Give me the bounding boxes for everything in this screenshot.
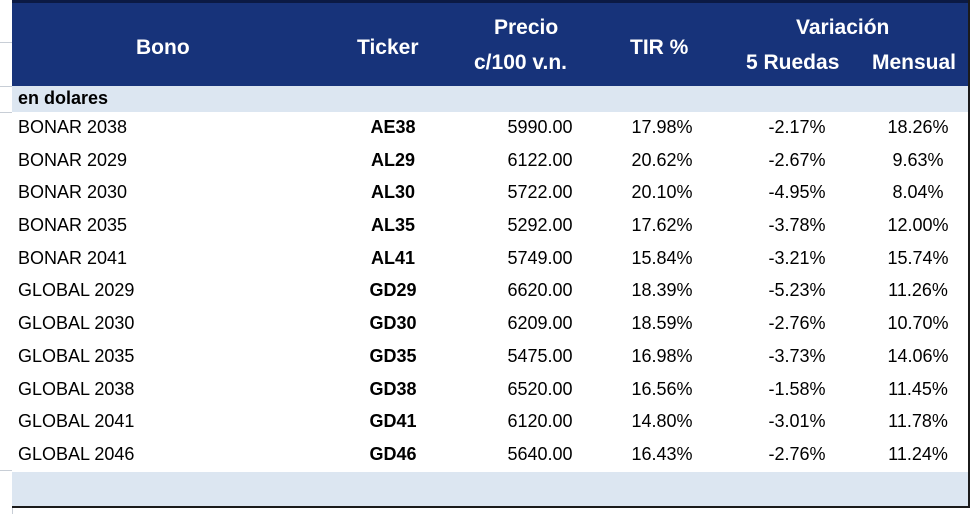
cell-precio: 6122.00: [507, 149, 573, 170]
cell-mensual: 11.26%: [888, 280, 948, 301]
section-band: en dolares: [12, 86, 968, 112]
table-row: BONAR 2030 AL30 5722.00 20.10% -4.95% 8.04%: [12, 177, 968, 211]
cell-tir: 16.43%: [631, 443, 693, 464]
cell-tir: 18.39%: [631, 280, 693, 301]
footer-band: [12, 472, 968, 506]
cell-precio: 5475.00: [507, 345, 573, 366]
header-bono: Bono: [136, 36, 190, 59]
cell-tir: 14.80%: [631, 411, 693, 432]
cell-precio: 6520.00: [507, 378, 573, 399]
cell-precio: 6620.00: [507, 280, 573, 301]
table-row: BONAR 2035 AL35 5292.00 17.62% -3.78% 12.00%: [12, 210, 968, 243]
cell-bono: BONAR 2030: [18, 182, 128, 203]
gutter-tick: [0, 470, 12, 471]
cell-5-ruedas: -1.58%: [768, 378, 826, 399]
cell-tir: 18.59%: [631, 313, 693, 334]
section-label: en dolares: [18, 88, 109, 108]
bond-table: Bono Ticker Precio c/100 v.n. TIR % Vari…: [12, 0, 970, 508]
cell-bono: GLOBAL 2029: [18, 280, 135, 301]
cell-mensual: 8.04%: [892, 182, 944, 203]
cell-5-ruedas: -2.76%: [768, 443, 826, 464]
cell-ticker: GD30: [369, 313, 417, 334]
cell-precio: 6120.00: [507, 411, 573, 432]
cell-mensual: 9.63%: [892, 149, 944, 170]
cell-bono: BONAR 2029: [18, 149, 128, 170]
cell-5-ruedas: -4.95%: [768, 182, 826, 203]
cell-bono: GLOBAL 2038: [18, 378, 135, 399]
cell-tir: 20.62%: [631, 149, 693, 170]
cell-bono: GLOBAL 2041: [18, 411, 135, 432]
cell-ticker: GD35: [369, 345, 417, 366]
cell-ticker: AL30: [370, 182, 415, 203]
table-row: GLOBAL 2030 GD30 6209.00 18.59% -2.76% 10.70%: [12, 308, 968, 341]
header-variacion: Variación: [796, 16, 890, 39]
cell-bono: GLOBAL 2046: [18, 443, 135, 464]
table-body: BONAR 2038 AE38 5990.00 17.98% -2.17% 18.26% B…: [12, 112, 968, 472]
cell-mensual: 11.24%: [888, 443, 948, 464]
cell-precio: 5292.00: [507, 215, 573, 236]
cell-ticker: GD46: [369, 443, 417, 464]
cell-bono: GLOBAL 2030: [18, 313, 135, 334]
gutter-tick: [0, 86, 12, 87]
table-header: Bono Ticker Precio c/100 v.n. TIR % Vari…: [12, 0, 968, 86]
cell-5-ruedas: -2.67%: [768, 149, 826, 170]
table-row: BONAR 2029 AL29 6122.00 20.62% -2.67% 9.63%: [12, 144, 968, 178]
header-5-ruedas: 5 Ruedas: [746, 51, 840, 74]
cell-5-ruedas: -3.78%: [768, 215, 826, 236]
cell-ticker: AL35: [370, 215, 415, 236]
cell-mensual: 10.70%: [887, 313, 949, 334]
table-row: GLOBAL 2038 GD38 6520.00 16.56% -1.58% 11.45%: [12, 373, 968, 407]
cell-5-ruedas: -3.21%: [768, 247, 826, 268]
cell-bono: BONAR 2041: [18, 247, 128, 268]
cell-mensual: 12.00%: [887, 215, 949, 236]
cell-bono: BONAR 2035: [18, 215, 128, 236]
cell-tir: 15.84%: [631, 247, 693, 268]
cell-precio: 5749.00: [507, 247, 573, 268]
cell-bono: BONAR 2038: [18, 117, 128, 137]
header-mensual: Mensual: [872, 51, 957, 74]
cell-bono: GLOBAL 2035: [18, 345, 135, 366]
cell-tir: 17.62%: [631, 215, 693, 236]
cell-ticker: GD29: [369, 280, 417, 301]
cell-ticker: AL41: [370, 247, 415, 268]
cell-mensual: 11.45%: [888, 378, 948, 399]
cell-ticker: AL29: [370, 149, 415, 170]
table-row: GLOBAL 2029 GD29 6620.00 18.39% -5.23% 11.26%: [12, 275, 968, 309]
table-row: BONAR 2041 AL41 5749.00 15.84% -3.21% 15.74%: [12, 242, 968, 276]
cell-mensual: 14.06%: [887, 345, 949, 366]
cell-ticker: GD41: [369, 411, 417, 432]
cell-5-ruedas: -5.23%: [768, 280, 826, 301]
table-row: GLOBAL 2035 GD35 5475.00 16.98% -3.73% 14.06%: [12, 340, 968, 374]
header-ticker: Ticker: [357, 36, 419, 59]
cell-tir: 20.10%: [631, 182, 693, 203]
cell-precio: 5990.00: [507, 117, 573, 137]
header-precio-unit: c/100 v.n.: [474, 51, 568, 74]
gutter-tick: [0, 112, 12, 113]
cell-5-ruedas: -2.17%: [768, 117, 826, 137]
cell-mensual: 11.78%: [888, 411, 948, 432]
cell-ticker: GD38: [369, 378, 417, 399]
cell-tir: 17.98%: [631, 117, 693, 137]
cell-precio: 5640.00: [507, 443, 573, 464]
cell-5-ruedas: -2.76%: [768, 313, 826, 334]
gutter-tick: [0, 42, 12, 43]
cell-5-ruedas: -3.01%: [768, 411, 826, 432]
cell-mensual: 15.74%: [887, 247, 949, 268]
table-row: BONAR 2038 AE38 5990.00 17.98% -2.17% 18.26%: [12, 112, 968, 145]
cell-ticker: AE38: [370, 117, 416, 137]
table-row: GLOBAL 2046 GD46 5640.00 16.43% -2.76% 11.24%: [12, 438, 968, 472]
cell-tir: 16.56%: [631, 378, 693, 399]
cell-precio: 6209.00: [507, 313, 573, 334]
header-tir: TIR %: [630, 36, 689, 59]
header-precio: Precio: [494, 16, 559, 39]
cell-precio: 5722.00: [507, 182, 573, 203]
cell-5-ruedas: -3.73%: [768, 345, 826, 366]
cell-mensual: 18.26%: [887, 117, 949, 137]
table-row: GLOBAL 2041 GD41 6120.00 14.80% -3.01% 11.78%: [12, 406, 968, 439]
cell-tir: 16.98%: [631, 345, 693, 366]
